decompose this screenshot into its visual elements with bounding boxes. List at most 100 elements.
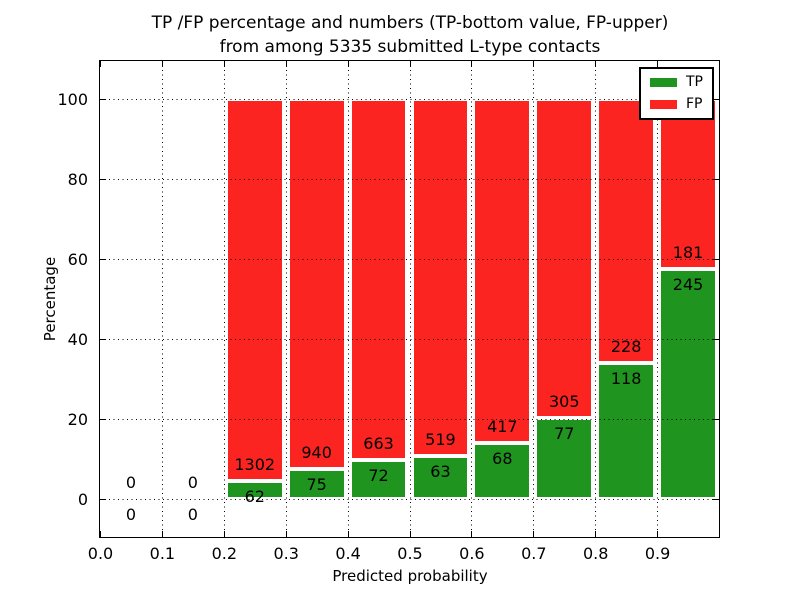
fp-count-label: 0 [125, 473, 137, 492]
tp-bar-segment [225, 480, 284, 499]
x-tick-bottom [347, 531, 349, 537]
tp-bar-segment [411, 455, 470, 499]
x-tick-bottom [719, 531, 720, 537]
fp-bar-segment [597, 99, 656, 363]
tp-count-label: 77 [554, 424, 575, 444]
x-tick-bottom [533, 531, 535, 537]
v-gridline [347, 61, 349, 537]
fp-count-label: 0 [187, 473, 198, 492]
tp-bar-segment [473, 442, 532, 499]
fp-bar-segment [225, 99, 284, 481]
y-tick-left [100, 179, 106, 180]
fp-bar-segment [411, 99, 470, 456]
tp-bar-segment [535, 418, 594, 499]
y-tick-label: 60 [67, 249, 88, 269]
y-tick-right [713, 259, 719, 260]
tp-count-label: 118 [610, 368, 642, 388]
v-gridline [285, 61, 287, 537]
chart-title: TP /FP percentage and numbers (TP-bottom… [99, 11, 721, 59]
fp-count-label: 417 [487, 416, 518, 436]
v-gridline [471, 61, 473, 537]
tp-bar-segment [659, 268, 717, 499]
fp-count-label: 940 [301, 443, 332, 463]
x-tick-top [285, 61, 287, 67]
x-axis-label: Predicted probability [332, 567, 488, 585]
v-gridline [409, 61, 411, 537]
x-tick-label: 0.4 [335, 544, 361, 563]
legend-swatch-tp [650, 78, 677, 87]
x-tick-label: 0.6 [459, 544, 485, 563]
v-gridline [595, 61, 597, 537]
x-tick-top [100, 61, 101, 67]
x-tick-bottom [161, 531, 163, 537]
y-tick-label: 80 [67, 169, 88, 189]
tp-count-label: 75 [306, 475, 327, 495]
tp-count-label: 63 [430, 461, 451, 481]
plot-area: TP FP 0 0 0 0 1302 62 940 75 663 72 519 63 417 68 305 77… [99, 60, 720, 538]
legend-item: TP [650, 74, 703, 91]
tp-count-label: 0 [125, 505, 137, 524]
chart-title-line2: from among 5335 submitted L-type contact… [219, 37, 601, 57]
chart-title-line1: TP /FP percentage and numbers (TP-bottom… [151, 13, 669, 33]
y-tick-right [713, 339, 719, 340]
x-tick-label: 0.8 [582, 544, 609, 563]
v-gridline [533, 61, 535, 537]
fp-count-label: 663 [363, 433, 394, 453]
x-tick-top [657, 61, 659, 67]
y-tick-right [713, 99, 719, 100]
x-tick-label: 0.5 [397, 544, 423, 563]
x-tick-top [471, 61, 473, 67]
y-tick-left [100, 499, 106, 500]
y-tick-label: 40 [67, 329, 88, 349]
v-gridline [161, 61, 163, 537]
y-tick-left [100, 339, 106, 340]
y-tick-left [100, 259, 106, 260]
fp-bar-segment [535, 99, 594, 419]
tp-count-label: 0 [187, 505, 198, 524]
x-tick-bottom [223, 531, 225, 537]
fp-bar-segment [287, 99, 346, 470]
fp-bar-segment [349, 99, 408, 460]
x-tick-bottom [409, 531, 411, 537]
x-tick-label: 0.1 [149, 544, 176, 563]
x-tick-top [533, 61, 535, 67]
x-tick-bottom [595, 531, 597, 537]
v-gridline [657, 61, 659, 537]
x-tick-top [161, 61, 163, 67]
x-tick-bottom [471, 531, 473, 537]
y-tick-label: 0 [77, 489, 88, 509]
tp-count-label: 245 [672, 274, 704, 294]
legend: TP FP [639, 67, 714, 120]
tp-count-label: 72 [368, 465, 389, 485]
tp-count-label: 62 [244, 486, 265, 506]
tp-bar-segment [597, 362, 656, 499]
x-tick-top [719, 61, 720, 67]
x-tick-bottom [657, 531, 659, 537]
y-tick-right [713, 179, 719, 180]
tp-bar-segment [287, 469, 346, 499]
v-gridline [223, 61, 225, 537]
y-tick-right [713, 419, 719, 420]
x-tick-bottom [100, 531, 101, 537]
fp-count-label: 181 [672, 242, 704, 262]
legend-label-fp: FP [686, 96, 703, 112]
y-tick-label: 100 [57, 89, 88, 109]
x-tick-label: 0.2 [211, 544, 238, 563]
y-tick-left [100, 99, 106, 100]
legend-swatch-fp [650, 100, 677, 109]
x-tick-label: 0.0 [87, 544, 114, 563]
x-tick-top [347, 61, 349, 67]
fp-count-label: 1302 [234, 454, 276, 474]
x-tick-bottom [285, 531, 287, 537]
y-tick-label: 20 [67, 409, 88, 429]
y-tick-left [100, 419, 106, 420]
legend-label-tp: TP [686, 74, 703, 90]
x-tick-top [223, 61, 225, 67]
tp-count-label: 68 [492, 448, 513, 468]
fp-bar-segment [659, 99, 717, 269]
tp-bar-segment [349, 459, 408, 499]
x-tick-top [595, 61, 597, 67]
x-tick-label: 0.9 [644, 544, 671, 563]
x-tick-label: 0.3 [273, 544, 299, 563]
